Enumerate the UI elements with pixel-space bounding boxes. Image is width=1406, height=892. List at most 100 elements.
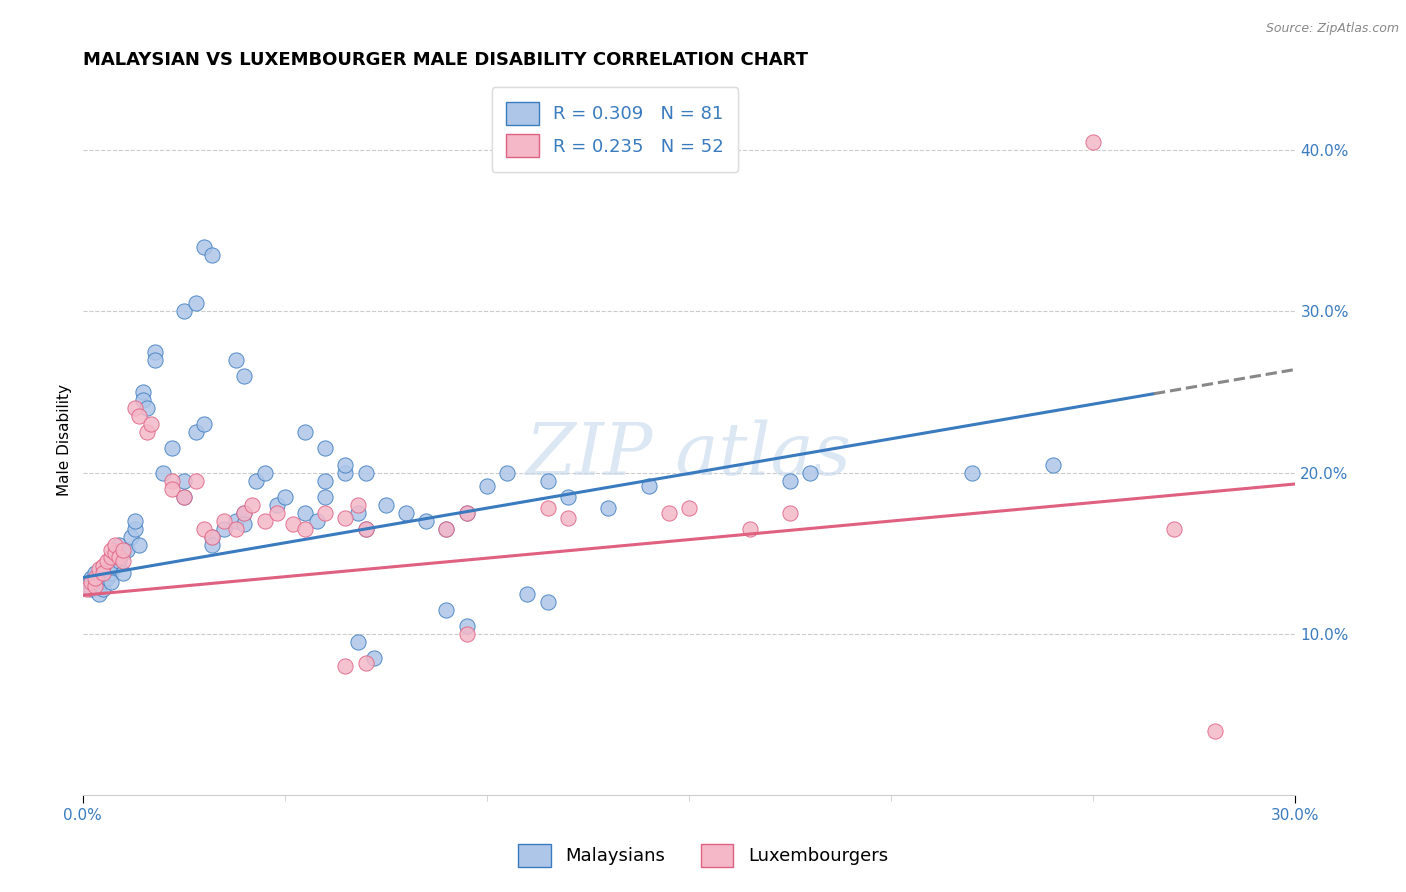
Point: [436, 522, 458, 536]
Point: [253, 466, 276, 480]
Point: [83, 578, 105, 592]
Point: [637, 478, 659, 492]
Point: [314, 490, 336, 504]
Point: [1163, 522, 1185, 536]
Point: [91, 582, 114, 596]
Point: [112, 546, 135, 560]
Point: [201, 248, 224, 262]
Point: [274, 490, 297, 504]
Point: [354, 522, 377, 536]
Point: [136, 425, 159, 440]
Point: [91, 566, 114, 580]
Point: [145, 344, 167, 359]
Point: [354, 522, 377, 536]
Point: [100, 566, 122, 580]
Point: [108, 538, 131, 552]
Point: [184, 296, 207, 310]
Point: [557, 490, 579, 504]
Point: [557, 511, 579, 525]
Point: [160, 474, 183, 488]
Point: [536, 595, 558, 609]
Point: [212, 514, 235, 528]
Point: [104, 549, 127, 564]
Point: [294, 425, 316, 440]
Point: [184, 474, 207, 488]
Point: [436, 522, 458, 536]
Point: [87, 578, 110, 592]
Point: [536, 501, 558, 516]
Point: [160, 482, 183, 496]
Point: [678, 501, 700, 516]
Point: [124, 401, 146, 416]
Point: [141, 417, 163, 432]
Point: [173, 490, 195, 504]
Point: [294, 522, 316, 536]
Point: [124, 522, 146, 536]
Point: [960, 466, 983, 480]
Point: [346, 506, 368, 520]
Point: [456, 619, 478, 633]
Point: [779, 506, 801, 520]
Point: [83, 570, 105, 584]
Point: [233, 517, 256, 532]
Point: [335, 659, 357, 673]
Point: [104, 559, 127, 574]
Point: [83, 575, 105, 590]
Point: [136, 401, 159, 416]
Point: [79, 570, 101, 584]
Point: [335, 511, 357, 525]
Point: [354, 656, 377, 670]
Point: [294, 506, 316, 520]
Point: [96, 562, 118, 576]
Point: [132, 384, 155, 399]
Point: [201, 538, 224, 552]
Point: [108, 549, 131, 564]
Point: [87, 587, 110, 601]
Point: [516, 587, 538, 601]
Point: [96, 570, 118, 584]
Point: [132, 393, 155, 408]
Point: [104, 538, 127, 552]
Point: [91, 559, 114, 574]
Point: [212, 522, 235, 536]
Point: [233, 506, 256, 520]
Point: [314, 474, 336, 488]
Point: [201, 530, 224, 544]
Point: [112, 566, 135, 580]
Point: [193, 417, 215, 432]
Point: [193, 240, 215, 254]
Point: [233, 368, 256, 383]
Point: [225, 352, 247, 367]
Point: [346, 635, 368, 649]
Point: [83, 566, 105, 580]
Point: [91, 574, 114, 588]
Text: MALAYSIAN VS LUXEMBOURGER MALE DISABILITY CORRELATION CHART: MALAYSIAN VS LUXEMBOURGER MALE DISABILIT…: [83, 51, 807, 69]
Point: [100, 549, 122, 564]
Point: [314, 442, 336, 456]
Point: [225, 514, 247, 528]
Point: [536, 474, 558, 488]
Point: [335, 458, 357, 472]
Point: [354, 466, 377, 480]
Point: [496, 466, 519, 480]
Point: [100, 575, 122, 590]
Point: [152, 466, 174, 480]
Point: [115, 543, 138, 558]
Point: [779, 474, 801, 488]
Point: [475, 478, 498, 492]
Legend: R = 0.309   N = 81, R = 0.235   N = 52: R = 0.309 N = 81, R = 0.235 N = 52: [492, 87, 738, 172]
Legend: Malaysians, Luxembourgers: Malaysians, Luxembourgers: [510, 837, 896, 874]
Point: [598, 501, 620, 516]
Point: [76, 582, 98, 596]
Point: [128, 538, 150, 552]
Point: [335, 466, 357, 480]
Point: [173, 304, 195, 318]
Text: ZIP atlas: ZIP atlas: [526, 419, 852, 490]
Point: [1083, 135, 1105, 149]
Point: [242, 498, 264, 512]
Point: [201, 530, 224, 544]
Point: [225, 522, 247, 536]
Point: [346, 498, 368, 512]
Point: [1042, 458, 1064, 472]
Point: [184, 425, 207, 440]
